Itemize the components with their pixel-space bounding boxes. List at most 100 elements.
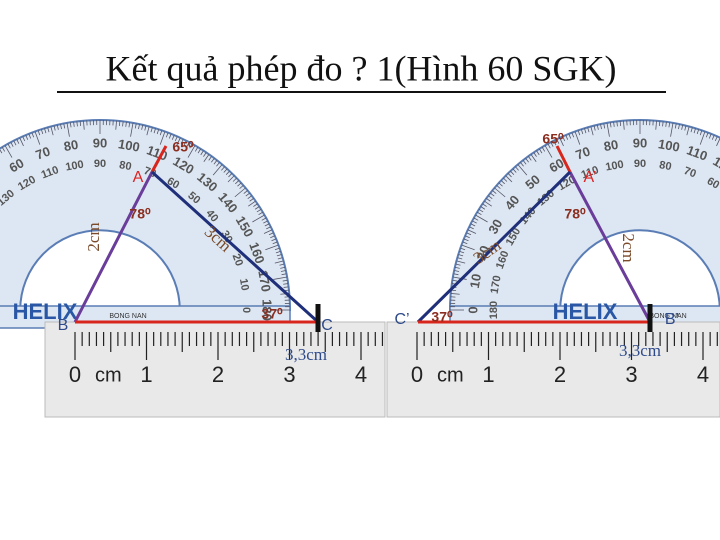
protractor-tick (559, 137, 564, 147)
protractor-tick (280, 266, 286, 269)
protractor-tick (56, 124, 59, 130)
protractor-tick (455, 263, 461, 266)
slide-title: Kết quả phép đo ? 1(Hình 60 SGK) (106, 48, 617, 88)
protractor-tick (4, 145, 13, 158)
protractor-number: 70 (573, 143, 592, 162)
protractor-tick (522, 160, 527, 165)
protractor-tick (690, 127, 693, 133)
protractor-tick (454, 266, 460, 269)
protractor-number: 50 (0, 172, 3, 193)
ruler-number: 1 (482, 362, 494, 387)
protractor-tick (197, 148, 202, 154)
protractor-tick (37, 130, 41, 136)
angle-label: 65⁰ (172, 139, 194, 155)
protractor-number: 60 (6, 155, 26, 175)
protractor-tick (141, 124, 144, 130)
protractor-tick (473, 217, 479, 221)
side-label: 2cm (619, 233, 638, 262)
protractor-tick (118, 120, 121, 127)
protractor-tick (464, 235, 470, 239)
protractor-tick (221, 166, 225, 171)
protractor-tick (512, 168, 517, 173)
protractor-tick (254, 206, 260, 210)
protractor-tick (281, 273, 287, 276)
protractor-tick (237, 182, 242, 187)
protractor-tick (494, 187, 506, 198)
protractor-tick (517, 164, 528, 176)
protractor-number: 70 (682, 165, 698, 180)
vertex-label: A (133, 169, 144, 186)
angle-label: 65⁰ (542, 131, 564, 147)
ruler-number: 4 (697, 362, 709, 387)
protractor-tick (450, 293, 460, 295)
protractor-tick (530, 154, 537, 162)
instruments: 0010102020303040405050606070708080909010… (0, 119, 720, 418)
protractor-tick (274, 260, 284, 264)
protractor-number: 120 (710, 153, 720, 177)
protractor-tick (10, 142, 14, 147)
protractor-tick (186, 142, 190, 147)
protractor-tick (128, 122, 131, 128)
protractor-number: 0 (465, 306, 480, 313)
protractor-tick (665, 121, 667, 127)
protractor-tick (66, 122, 70, 137)
protractor-tick (211, 158, 215, 163)
protractor-tick (243, 190, 248, 194)
protractor-tick (171, 134, 175, 140)
protractor-tick (73, 121, 75, 127)
protractor-tick (271, 238, 277, 242)
protractor-tick (470, 223, 476, 227)
protractor-tick (223, 168, 228, 173)
protractor-tick (183, 140, 187, 146)
protractor-tick (189, 143, 193, 149)
protractor-tick (69, 122, 72, 128)
protractor-tick (282, 279, 288, 282)
protractor-number: 0 (240, 307, 252, 313)
protractor-tick (668, 122, 671, 128)
protractor-tick (146, 126, 150, 136)
protractor-tick (476, 211, 482, 216)
ruler-number: 3 (283, 362, 295, 387)
protractor-tick (22, 136, 26, 142)
ruler: 0 1 2 3 4 cm (44, 321, 386, 418)
protractor-tick (249, 197, 254, 202)
angle-ray (555, 145, 572, 173)
side-label: 3,3cm (285, 345, 327, 364)
protractor-tick (606, 122, 610, 137)
protractor-number: 110 (580, 164, 601, 181)
protractor-tick (603, 123, 606, 129)
protractor-tick (60, 124, 62, 130)
protractor-tick (696, 129, 700, 135)
protractor-number: 10 (237, 278, 251, 292)
side-label: 2cm (84, 222, 103, 251)
protractor-tick (225, 170, 230, 175)
protractor-tick (263, 229, 273, 234)
protractor-number: 160 (494, 249, 512, 270)
protractor-tick (212, 164, 223, 176)
protractor-tick (208, 156, 213, 161)
ruler-body (44, 321, 386, 418)
vertex-label: C (321, 317, 333, 334)
protractor-tick (213, 160, 218, 165)
protractor-tick (216, 162, 220, 167)
protractor-tick (515, 166, 519, 171)
protractor-tick (484, 200, 492, 207)
protractor-tick (533, 152, 537, 157)
protractor-tick (693, 128, 696, 134)
protractor-tick (268, 232, 274, 236)
protractor-tick (144, 125, 147, 131)
protractor-maker: BONG NAN (109, 313, 146, 320)
protractor-maker: BONG NAN (649, 313, 686, 320)
angle-label: 78⁰ (129, 206, 151, 222)
protractor-number: 80 (658, 159, 672, 173)
side-ab (568, 171, 652, 323)
protractor-tick (228, 173, 233, 178)
protractor-tick (686, 126, 690, 136)
protractor-tick (708, 133, 712, 139)
protractor-tick (462, 241, 468, 245)
ruler: 0 1 2 3 4 cm (386, 321, 720, 418)
protractor-tick (252, 214, 265, 223)
protractor-tick (714, 136, 718, 142)
